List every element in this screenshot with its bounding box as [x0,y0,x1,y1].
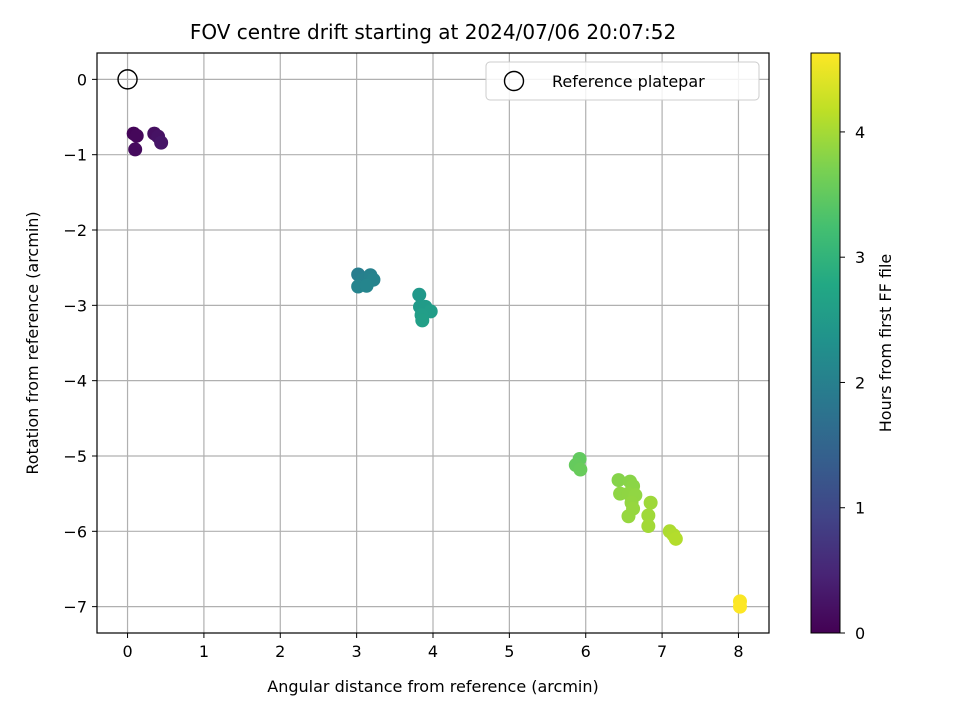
data-point [412,287,427,302]
y-tick-label: −4 [63,372,87,391]
x-tick-label: 4 [428,642,438,661]
legend: Reference platepar [485,61,760,101]
x-tick-label: 7 [657,642,667,661]
data-point [732,599,747,614]
data-point [573,462,588,477]
x-tick-label: 5 [504,642,514,661]
x-axis: 0 1 2 3 4 5 6 7 8 [122,633,744,661]
data-point [154,135,169,150]
colorbar-label: Hours from first FF file [876,254,895,433]
data-point [621,509,636,524]
colorbar: 0 1 2 3 4 Hours from first FF file [810,52,895,643]
data-point [415,313,430,328]
reference-marker-group [117,69,138,90]
y-tick-label: −1 [63,146,87,165]
colorbar-tick-label: 0 [855,624,865,643]
colorbar-tick-label: 4 [855,123,865,142]
grid [97,53,769,633]
data-point [359,278,374,293]
x-tick-label: 3 [352,642,362,661]
data-point [643,495,658,510]
y-tick-label: −5 [63,447,87,466]
x-tick-label: 0 [122,642,132,661]
x-tick-label: 2 [275,642,285,661]
y-tick-label: −6 [63,522,87,541]
legend-label: Reference platepar [552,72,705,91]
data-point [668,531,683,546]
colorbar-gradient [810,52,841,634]
y-tick-label: −3 [63,296,87,315]
y-axis-label: Rotation from reference (arcmin) [23,211,42,474]
data-point [128,142,143,157]
legend-marker-icon [503,70,525,92]
colorbar-tick-label: 1 [855,499,865,518]
colorbar-tick-label: 3 [855,248,865,267]
y-axis: 0 −1 −2 −3 −4 −5 −6 −7 [63,70,97,617]
data-points [126,126,747,614]
data-point [641,519,656,534]
x-axis-label: Angular distance from reference (arcmin) [267,677,598,696]
x-tick-label: 1 [199,642,209,661]
y-tick-label: −2 [63,221,87,240]
reference-marker-icon [117,69,138,90]
chart-title: FOV centre drift starting at 2024/07/06 … [190,20,676,44]
x-tick-label: 6 [581,642,591,661]
data-point [611,473,626,488]
colorbar-tick-label: 2 [855,373,865,392]
y-tick-label: −7 [63,598,87,617]
y-tick-label: 0 [77,70,87,89]
colorbar-ticks: 0 1 2 3 4 [840,123,865,643]
data-point [641,508,656,523]
x-tick-label: 8 [733,642,743,661]
data-point [129,128,144,143]
legend-box [485,61,760,101]
